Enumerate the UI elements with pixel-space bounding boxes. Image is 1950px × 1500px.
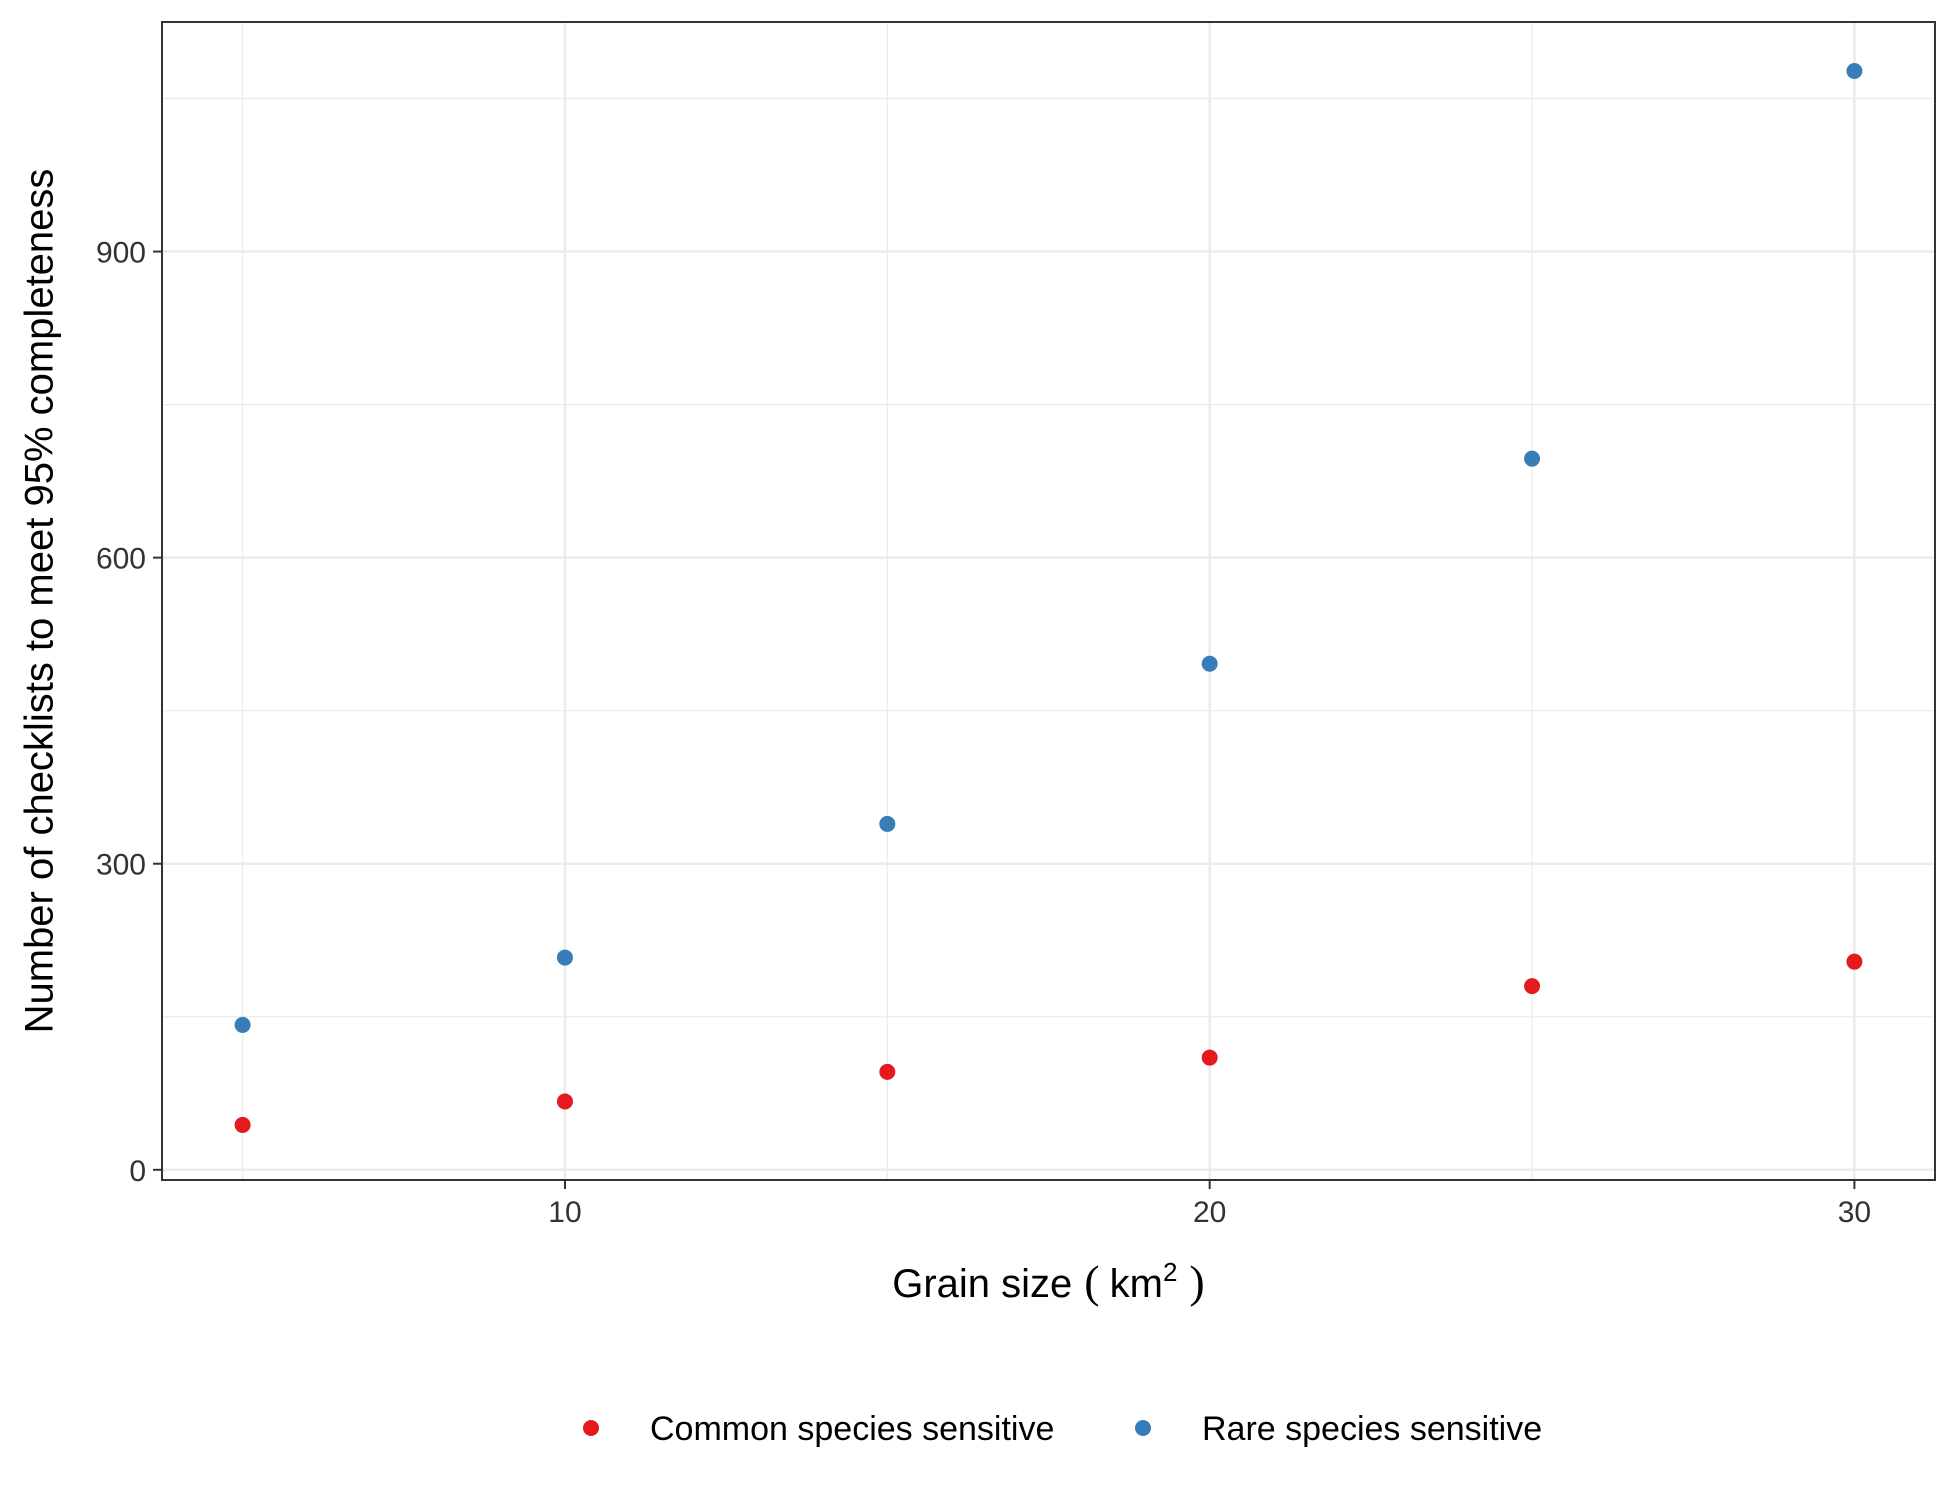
rare-species-sensitive-point bbox=[1846, 62, 1863, 79]
x-axis-title-label: Grain size bbox=[892, 1262, 1072, 1306]
rare-species-sensitive-point bbox=[1524, 450, 1541, 467]
common-species-sensitive-point bbox=[879, 1063, 896, 1080]
y-tick-label: 900 bbox=[96, 237, 146, 270]
rare-species-sensitive-point bbox=[1201, 655, 1218, 672]
common-species-sensitive-point bbox=[1846, 953, 1863, 970]
legend-label-common-species-sensitive: Common species sensitive bbox=[650, 1410, 1054, 1448]
data-points bbox=[234, 62, 1863, 1133]
x-tick-label: 30 bbox=[1838, 1196, 1871, 1229]
y-tick-label: 600 bbox=[96, 543, 146, 576]
minor-gridlines bbox=[162, 22, 1935, 1180]
common-species-sensitive-point bbox=[556, 1093, 573, 1110]
axis-ticks bbox=[153, 250, 1856, 1189]
x-axis-title: Grain size(km2) bbox=[892, 1256, 1205, 1307]
legend-key-rare-species-sensitive bbox=[1135, 1420, 1151, 1436]
legend-label-rare-species-sensitive: Rare species sensitive bbox=[1202, 1410, 1542, 1448]
legend-key-common-species-sensitive bbox=[583, 1420, 599, 1436]
x-tick-label: 10 bbox=[548, 1196, 581, 1229]
x-tick-label: 20 bbox=[1193, 1196, 1226, 1229]
rare-species-sensitive-point bbox=[879, 815, 896, 832]
rare-species-sensitive-point bbox=[556, 949, 573, 966]
x-axis-unit-base: km bbox=[1110, 1262, 1163, 1306]
rare-species-sensitive-point bbox=[234, 1016, 251, 1033]
common-species-sensitive-point bbox=[1524, 978, 1541, 995]
legend: Common species sensitive Rare species sen… bbox=[583, 1410, 1542, 1448]
x-axis-unit-exponent: 2 bbox=[1163, 1257, 1177, 1287]
plot-panel-border bbox=[161, 21, 1936, 1181]
y-tick-label: 0 bbox=[129, 1155, 146, 1188]
y-axis-title: Number of checklists to meet 95% complet… bbox=[18, 169, 62, 1034]
y-tick-label: 300 bbox=[96, 849, 146, 882]
common-species-sensitive-point bbox=[1201, 1049, 1218, 1066]
common-species-sensitive-point bbox=[234, 1116, 251, 1133]
major-gridlines bbox=[162, 22, 1935, 1180]
